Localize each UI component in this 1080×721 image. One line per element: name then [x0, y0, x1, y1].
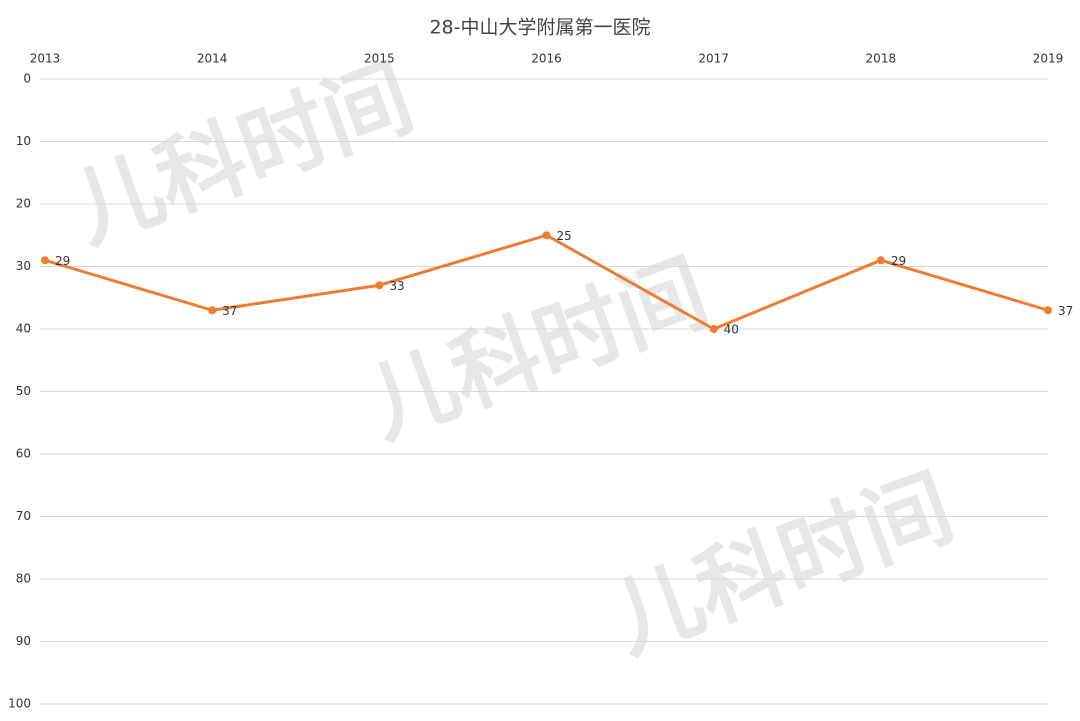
data-label: 29: [891, 254, 906, 268]
x-tick-label: 2014: [197, 52, 228, 66]
watermark: 儿科时间: [60, 45, 426, 262]
watermark: 儿科时间: [600, 455, 966, 672]
marker: [41, 256, 49, 265]
x-tick-label: 2015: [364, 52, 395, 66]
watermark: 儿科时间: [355, 240, 721, 457]
y-tick-label: 40: [16, 322, 31, 336]
data-label: 25: [557, 229, 572, 243]
data-label: 33: [389, 279, 404, 293]
y-tick-label: 30: [16, 259, 31, 273]
marker: [709, 325, 718, 333]
y-tick-label: 100: [8, 697, 31, 711]
data-label: 29: [55, 254, 70, 268]
y-tick-label: 80: [16, 572, 31, 586]
x-tick-label: 2018: [866, 52, 897, 66]
x-tick-label: 2017: [698, 52, 729, 66]
y-tick-label: 60: [16, 447, 31, 461]
marker: [542, 231, 551, 240]
y-tick-label: 20: [16, 197, 31, 211]
data-label: 37: [1058, 304, 1073, 318]
marker: [208, 306, 217, 315]
marker: [876, 256, 885, 265]
x-tick-label: 2016: [531, 52, 562, 66]
data-label: 40: [724, 323, 739, 337]
x-tick-label: 2013: [30, 52, 61, 66]
marker: [1044, 306, 1052, 315]
marker: [375, 281, 384, 290]
x-tick-label: 2019: [1033, 52, 1064, 66]
y-tick-label: 0: [23, 72, 31, 86]
y-tick-label: 70: [16, 509, 31, 523]
y-tick-label: 90: [16, 634, 31, 648]
chart-title: 28-中山大学附属第一医院: [429, 17, 650, 39]
y-tick-label: 50: [16, 384, 31, 398]
y-tick-label: 10: [16, 134, 31, 148]
data-label: 37: [222, 304, 237, 318]
